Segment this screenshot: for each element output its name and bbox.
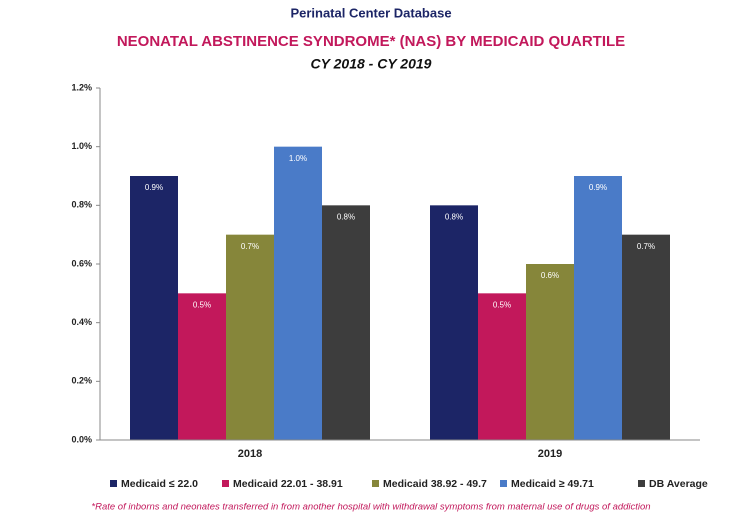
data-label: 0.8% — [445, 212, 463, 221]
legend-label: Medicaid 22.01 - 38.91 — [233, 478, 343, 490]
footnote: *Rate of inborns and neonates transferre… — [91, 502, 650, 513]
bar — [178, 293, 226, 440]
data-label: 0.5% — [493, 300, 511, 309]
data-label: 0.9% — [145, 183, 163, 192]
bar — [622, 234, 670, 440]
data-label: 0.7% — [637, 242, 655, 251]
legend-swatch — [222, 480, 229, 487]
data-label: 0.9% — [589, 183, 607, 192]
bar — [574, 176, 622, 440]
legend-swatch — [372, 480, 379, 487]
bar — [526, 264, 574, 440]
y-tick-label: 0.2% — [71, 376, 92, 386]
bar — [274, 146, 322, 440]
data-label: 0.5% — [193, 300, 211, 309]
data-label: 0.8% — [337, 212, 355, 221]
bar — [226, 234, 274, 440]
legend-swatch — [638, 480, 645, 487]
data-label: 0.6% — [541, 271, 559, 280]
legend-swatch — [500, 480, 507, 487]
legend-label: Medicaid 38.92 - 49.7 — [383, 478, 487, 490]
bar — [478, 293, 526, 440]
supertitle: Perinatal Center Database — [290, 5, 451, 20]
y-tick-label: 1.2% — [71, 82, 92, 92]
bar — [322, 205, 370, 440]
data-label: 1.0% — [289, 154, 307, 163]
y-tick-label: 0.6% — [71, 258, 92, 268]
y-tick-label: 0.0% — [71, 434, 92, 444]
chart-title: NEONATAL ABSTINENCE SYNDROME* (NAS) BY M… — [117, 33, 625, 50]
legend-label: Medicaid ≤ 22.0 — [121, 478, 198, 490]
y-tick-label: 0.4% — [71, 317, 92, 327]
x-tick-label: 2019 — [538, 448, 562, 460]
y-tick-label: 0.8% — [71, 200, 92, 210]
bar — [430, 205, 478, 440]
x-tick-label: 2018 — [238, 448, 262, 460]
bar — [130, 176, 178, 440]
data-label: 0.7% — [241, 242, 259, 251]
legend-swatch — [110, 480, 117, 487]
subtitle: CY 2018 - CY 2019 — [311, 56, 432, 72]
y-tick-label: 1.0% — [71, 141, 92, 151]
legend-label: Medicaid ≥ 49.71 — [511, 478, 594, 490]
legend-label: DB Average — [649, 478, 708, 490]
